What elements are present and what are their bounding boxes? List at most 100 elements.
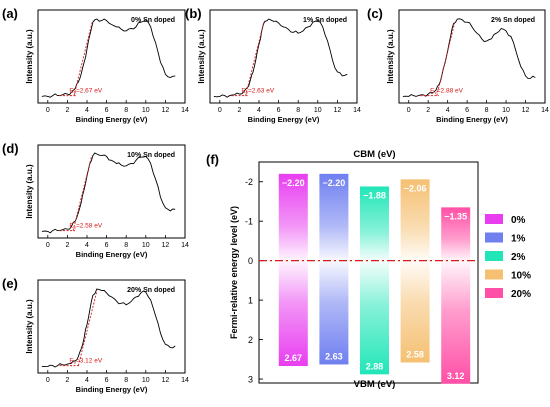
- y-tick-label: 1: [248, 296, 253, 306]
- x-tick-label: 10: [314, 107, 322, 114]
- xps-panel: (b) 1% Sn doped 0 2 4 6 8 10 12 14 Binding Energy …: [185, 6, 361, 124]
- x-tick-label: 0: [46, 377, 50, 384]
- x-tick-label: 4: [85, 107, 89, 114]
- legend-swatch: [485, 214, 503, 224]
- onset-tangent-fit: [245, 20, 265, 96]
- x-tick-label: 12: [522, 107, 530, 114]
- y-axis-label: Intensity (a.u.): [25, 299, 34, 354]
- cbm-bar: [360, 186, 389, 261]
- x-tick-label: 2: [426, 107, 430, 114]
- vbm-bar: [278, 260, 308, 367]
- panel-label: (b): [185, 6, 202, 21]
- x-tick-label: 12: [162, 242, 170, 249]
- x-tick-label: 0: [46, 242, 50, 249]
- legend-label: 2%: [511, 252, 526, 263]
- x-tick-label: 2: [65, 107, 69, 114]
- x-tick-label: 2: [237, 107, 241, 114]
- x-tick-label: 6: [105, 377, 109, 384]
- legend-label: 0%: [511, 215, 526, 226]
- x-tick-label: 6: [277, 107, 281, 114]
- plot-frame: [398, 9, 546, 104]
- y-tick-label: -1: [245, 217, 253, 227]
- x-tick-label: 0: [407, 107, 411, 114]
- vbm-bar: [400, 260, 430, 363]
- x-tick-label: 8: [296, 107, 300, 114]
- xps-spectrum-line: [41, 288, 176, 368]
- x-tick-label: 12: [162, 377, 170, 384]
- x-axis-label: Binding Energy (eV): [248, 115, 320, 124]
- band-edge-panel: (f) CBM (eV) VBM (eV) Fermi-relative energy…: [206, 149, 531, 390]
- xps-spectrum-line: [41, 18, 176, 98]
- x-tick-label: 6: [465, 107, 469, 114]
- legend-swatch: [485, 232, 503, 243]
- plot-frame: [209, 9, 358, 104]
- xps-spectrum-line: [41, 152, 176, 234]
- x-tick-label: 0: [46, 107, 50, 114]
- vbm-bar: [360, 260, 389, 375]
- onset-tangent-fit: [436, 20, 456, 96]
- xps-panel: (d) 10% Sn doped 0 2 4 6 8 10 12 14 Binding Energy…: [2, 141, 189, 259]
- vbm-label: Ev=3.12 eV: [69, 358, 102, 366]
- cbm-title: CBM (eV): [353, 149, 395, 160]
- legend-label: 20%: [511, 289, 531, 300]
- panel-label: (a): [2, 6, 18, 21]
- xps-panel: (e) 20% Sn doped 0 2 4 6 8 10 12 14 Binding Energy…: [2, 276, 189, 394]
- x-tick-label: 14: [541, 107, 549, 114]
- cbm-value-label: −1.35: [444, 211, 467, 221]
- y-axis-label: Intensity (a.u.): [25, 29, 34, 84]
- cbm-bar: [441, 207, 471, 261]
- cbm-bar: [278, 173, 308, 261]
- y-tick-label: 3: [248, 375, 253, 385]
- y-axis-label: Intensity (a.u.): [25, 164, 34, 219]
- x-tick-label: 8: [124, 107, 128, 114]
- y-tick-label: 2: [248, 335, 253, 345]
- x-tick-label: 10: [502, 107, 510, 114]
- panel-label: (d): [2, 141, 19, 156]
- vbm-label: Ev=2.58 eV: [69, 223, 102, 231]
- doping-annotation: 2% Sn doped: [491, 17, 535, 24]
- y-axis-label: Fermi-relative energy level (eV): [229, 206, 239, 339]
- xps-panel: (c) 2% Sn doped 0 2 4 6 8 10 12 14 Binding Energy …: [367, 6, 549, 124]
- panel-label: (f): [206, 152, 219, 167]
- x-tick-label: 14: [181, 377, 189, 384]
- legend-swatch: [485, 251, 503, 261]
- legend-label: 10%: [511, 271, 531, 282]
- doping-annotation: 1% Sn doped: [303, 17, 347, 24]
- x-tick-label: 10: [142, 377, 150, 384]
- x-tick-label: 2: [65, 242, 69, 249]
- y-axis-label: Intensity (a.u.): [386, 29, 395, 84]
- vbm-label: Ev=2.88 eV: [430, 88, 463, 96]
- x-tick-label: 12: [162, 107, 170, 114]
- legend-swatch: [485, 288, 503, 298]
- vbm-value-label: 2.58: [406, 349, 424, 359]
- doping-annotation: 0% Sn doped: [131, 17, 175, 24]
- x-tick-label: 2: [65, 377, 69, 384]
- plot-frame: [37, 144, 186, 239]
- onset-tangent-fit: [77, 290, 98, 366]
- x-tick-label: 8: [124, 377, 128, 384]
- vbm-bar: [441, 260, 471, 384]
- x-tick-label: 8: [124, 242, 128, 249]
- x-axis-label: Binding Energy (eV): [76, 385, 148, 394]
- legend-label: 1%: [511, 234, 526, 245]
- plot-frame: [258, 161, 479, 384]
- x-tick-label: 4: [257, 107, 261, 114]
- x-tick-label: 4: [85, 242, 89, 249]
- vbm-value-label: 2.67: [285, 353, 303, 363]
- cbm-value-label: −1.88: [363, 190, 386, 200]
- vbm-value-label: 3.12: [447, 371, 465, 381]
- cbm-value-label: −2.20: [323, 178, 346, 188]
- x-tick-label: 12: [334, 107, 342, 114]
- onset-tangent-fit: [73, 20, 94, 96]
- x-tick-label: 4: [446, 107, 450, 114]
- plot-frame: [37, 279, 186, 374]
- cbm-value-label: −2.20: [282, 178, 305, 188]
- onset-tangent-fit: [72, 155, 93, 231]
- y-tick-label: 0: [248, 256, 253, 266]
- x-tick-label: 6: [105, 242, 109, 249]
- panel-label: (e): [2, 276, 18, 291]
- x-tick-label: 4: [85, 377, 89, 384]
- x-tick-label: 10: [142, 107, 150, 114]
- x-tick-label: 14: [181, 107, 189, 114]
- x-tick-label: 10: [142, 242, 150, 249]
